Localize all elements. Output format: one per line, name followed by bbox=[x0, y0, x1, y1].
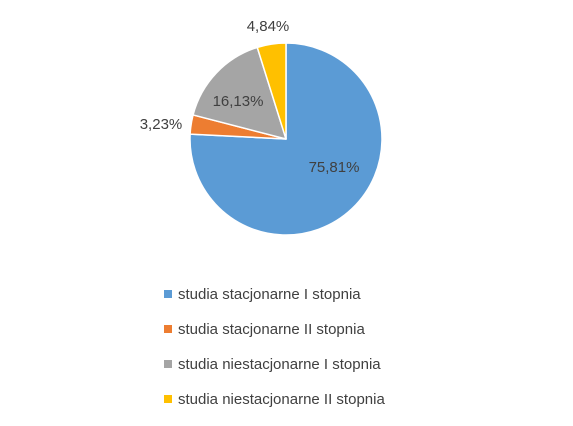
data-label-studia-stacjonarne-ii-stopnia: 3,23% bbox=[140, 116, 183, 133]
data-label-studia-niestacjonarne-ii-stopnia: 4,84% bbox=[247, 18, 290, 35]
legend-item-studia-stacjonarne-i-stopnia: studia stacjonarne I stopnia bbox=[164, 286, 361, 303]
legend-label: studia niestacjonarne II stopnia bbox=[178, 391, 385, 408]
legend-swatch bbox=[164, 360, 172, 368]
legend-label: studia stacjonarne II stopnia bbox=[178, 321, 365, 338]
data-label-studia-stacjonarne-i-stopnia: 75,81% bbox=[309, 159, 360, 176]
pie-slice-studia-niestacjonarne-ii-stopnia bbox=[256, 42, 287, 140]
pie-slice-studia-niestacjonarne-i-stopnia bbox=[192, 46, 287, 140]
legend-item-studia-niestacjonarne-ii-stopnia: studia niestacjonarne II stopnia bbox=[164, 391, 385, 408]
legend-label: studia niestacjonarne I stopnia bbox=[178, 356, 381, 373]
legend-label: studia stacjonarne I stopnia bbox=[178, 286, 361, 303]
legend: studia stacjonarne I stopnia studia stacj… bbox=[164, 286, 385, 408]
legend-swatch bbox=[164, 325, 172, 333]
data-label-studia-niestacjonarne-i-stopnia: 16,13% bbox=[213, 93, 264, 110]
data-labels: 75,81% 3,23% 16,13% 4,84% bbox=[140, 18, 360, 176]
legend-swatch bbox=[164, 290, 172, 298]
legend-swatch bbox=[164, 395, 172, 403]
legend-item-studia-niestacjonarne-i-stopnia: studia niestacjonarne I stopnia bbox=[164, 356, 381, 373]
legend-item-studia-stacjonarne-ii-stopnia: studia stacjonarne II stopnia bbox=[164, 321, 365, 338]
pie-slices bbox=[189, 42, 383, 236]
pie-slice-studia-stacjonarne-i-stopnia bbox=[189, 42, 383, 236]
